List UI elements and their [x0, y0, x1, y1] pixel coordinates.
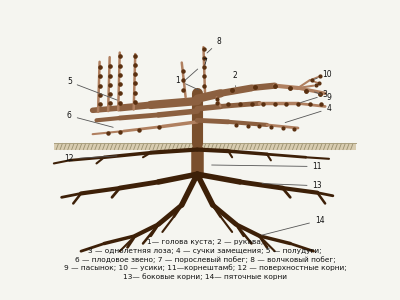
Bar: [54, 143, 356, 150]
Text: 9: 9: [314, 92, 332, 102]
Text: 7: 7: [185, 58, 208, 80]
Text: 2: 2: [232, 71, 237, 87]
Text: 13: 13: [262, 181, 322, 190]
Text: 10: 10: [314, 70, 332, 79]
Text: 3: 3: [301, 90, 328, 103]
Text: 6 — плодовое звено; 7 — порослевый побег; 8 — волчковый побег;: 6 — плодовое звено; 7 — порослевый побег…: [75, 256, 335, 263]
Text: 1— голова куста; 2 — рукава;: 1— голова куста; 2 — рукава;: [147, 239, 263, 245]
Text: 8: 8: [207, 37, 221, 53]
Text: 14: 14: [262, 216, 324, 235]
Text: 6: 6: [67, 111, 113, 127]
Text: 3 — однолетняя лоза; 4 — сучки замещения; 5 — полудуги;: 3 — однолетняя лоза; 4 — сучки замещения…: [88, 248, 322, 254]
Text: 5: 5: [67, 77, 117, 100]
Text: 9 — пасынок; 10 — усики; 11—корнештамб; 12 — поверхностные корни;: 9 — пасынок; 10 — усики; 11—корнештамб; …: [64, 264, 346, 271]
Text: 12: 12: [65, 154, 117, 163]
Text: 4: 4: [285, 104, 332, 123]
Text: 1: 1: [176, 76, 199, 90]
Text: 11: 11: [212, 162, 322, 171]
Text: 13— боковые корни; 14— пяточные корни: 13— боковые корни; 14— пяточные корни: [123, 273, 287, 280]
